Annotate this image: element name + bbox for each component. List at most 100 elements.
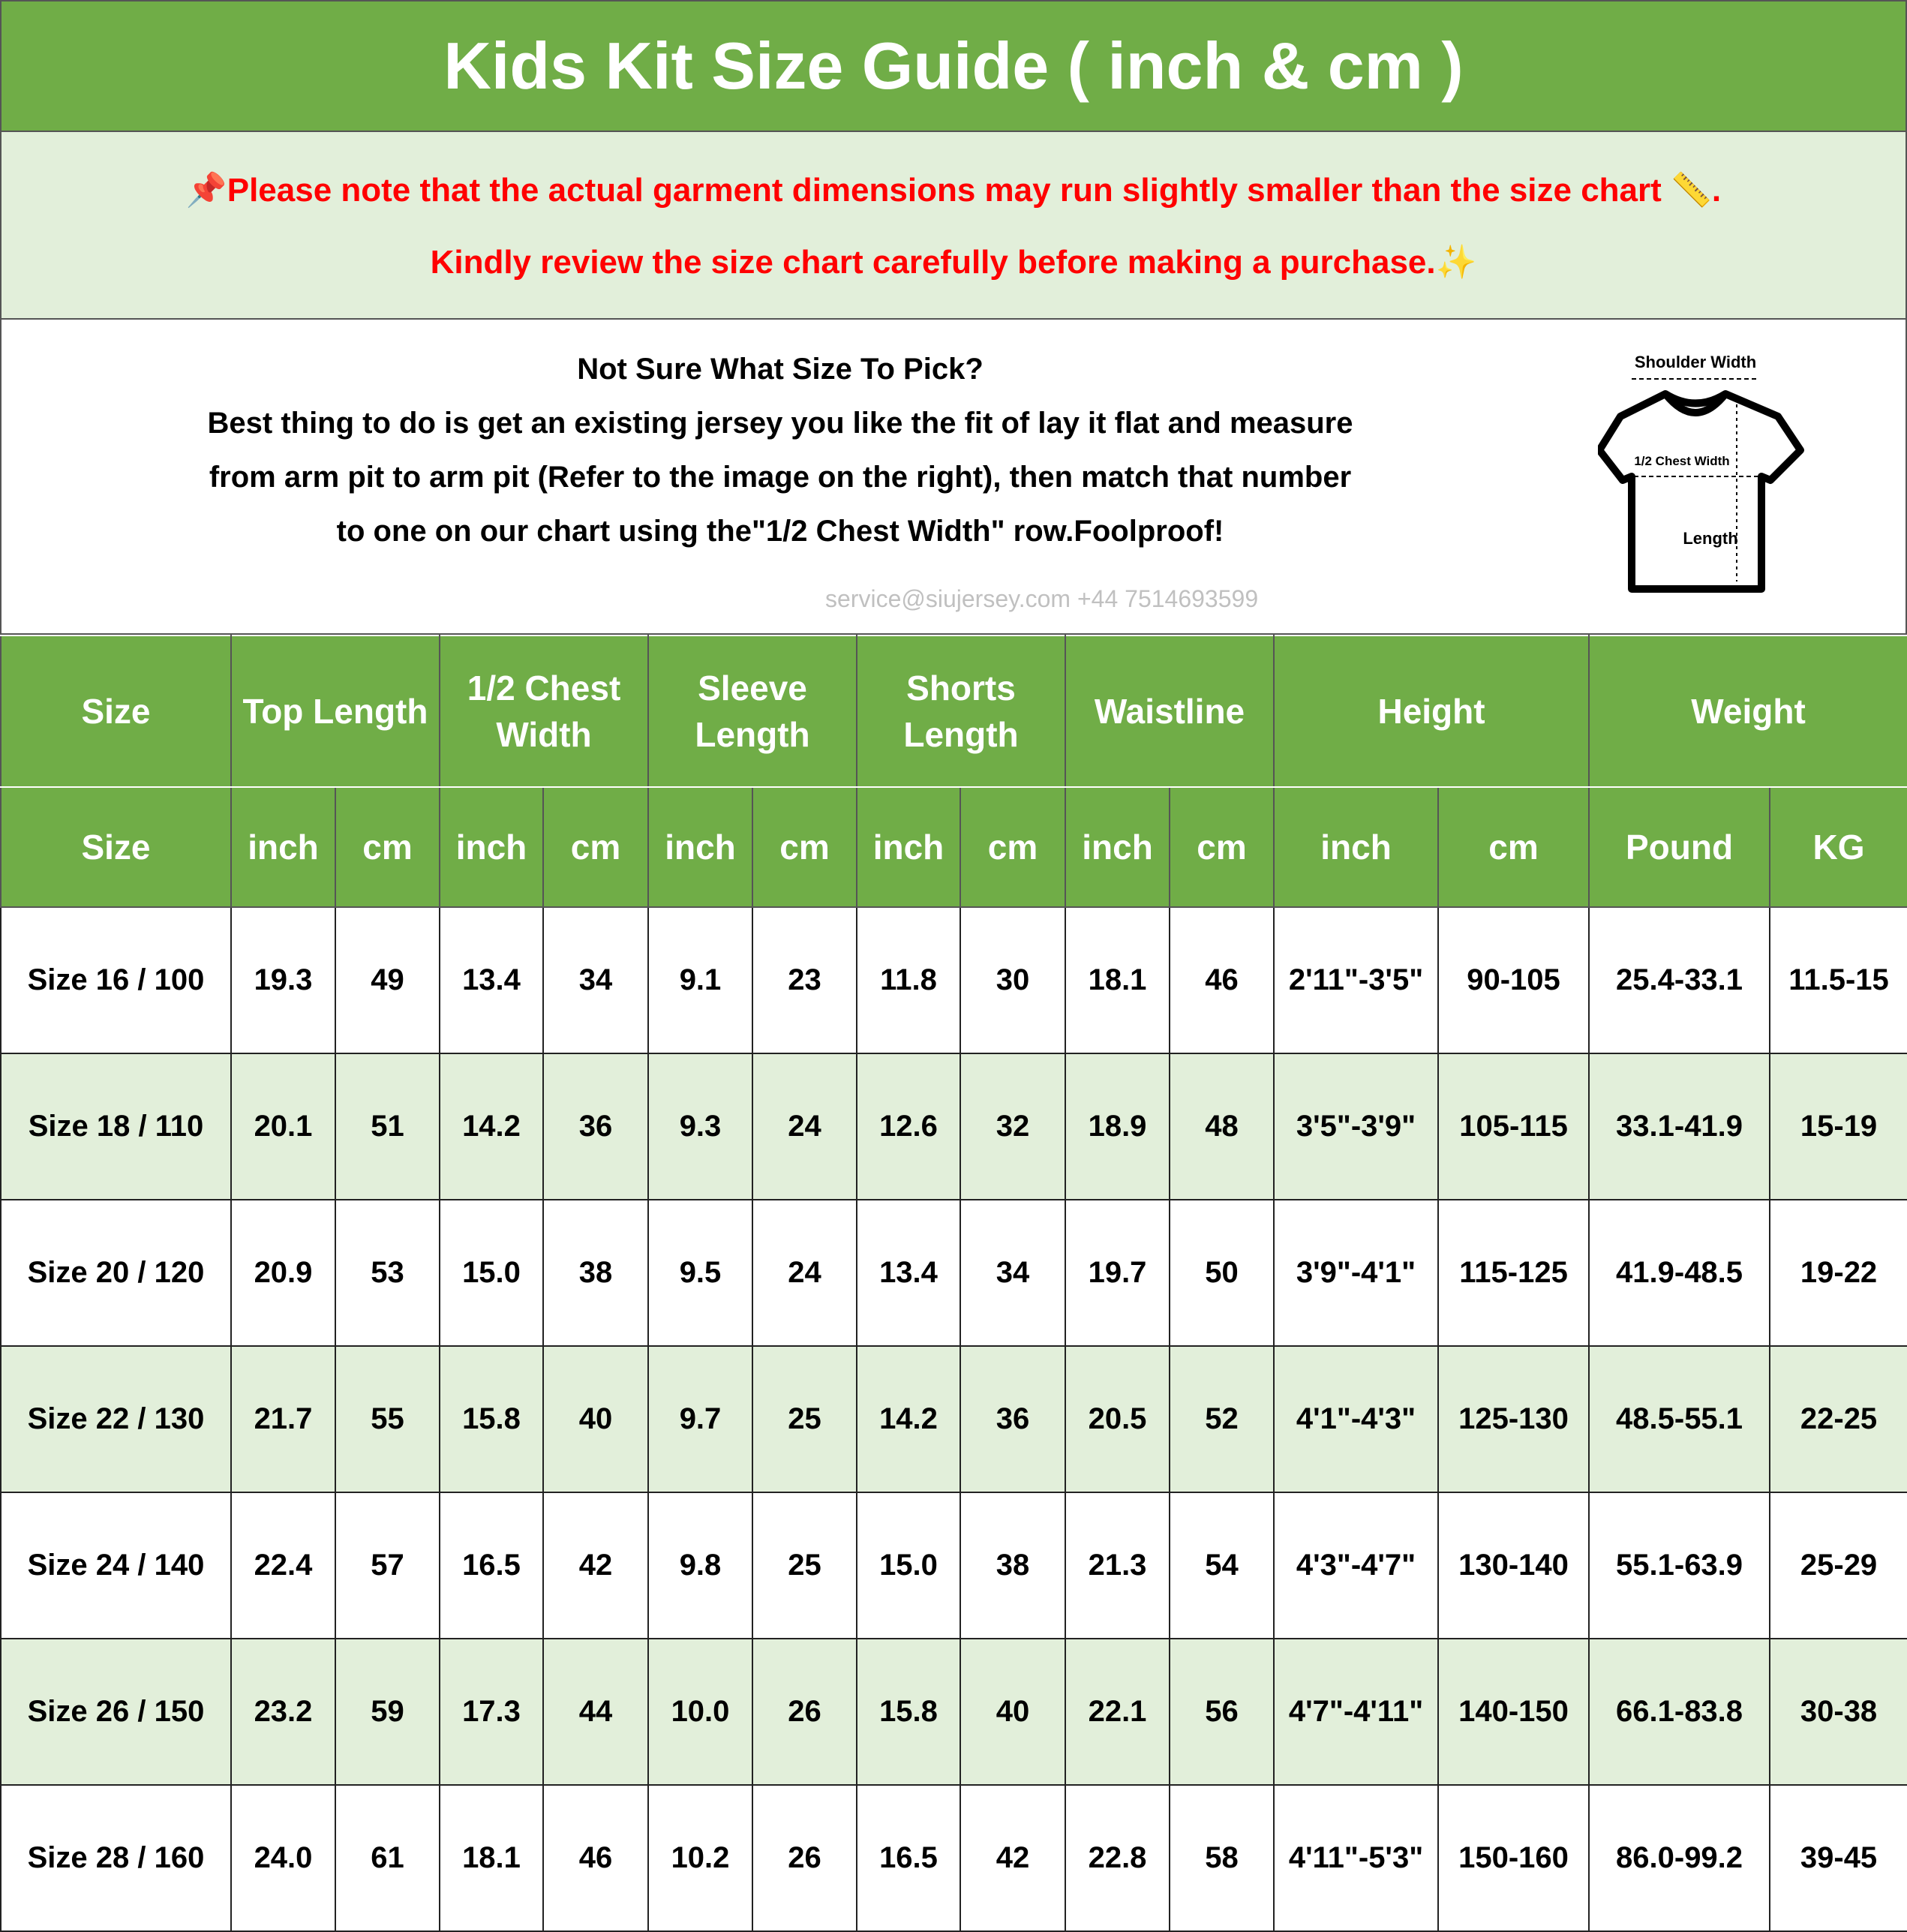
column-group-header: Height [1273, 635, 1590, 788]
value-cell: 10.2 [647, 1784, 753, 1932]
value-cell: 105-115 [1437, 1053, 1590, 1200]
value-cell: 90-105 [1437, 906, 1590, 1054]
value-cell: 140-150 [1437, 1638, 1590, 1786]
value-cell: 48 [1169, 1053, 1275, 1200]
value-cell: 19-22 [1769, 1199, 1907, 1347]
value-cell: 24 [752, 1053, 857, 1200]
value-cell: 11.8 [856, 906, 961, 1054]
value-cell: 61 [335, 1784, 440, 1932]
value-cell: 16.5 [439, 1492, 544, 1639]
value-cell: 30-38 [1769, 1638, 1907, 1786]
value-cell: 25.4-33.1 [1588, 906, 1771, 1054]
header-group-row: Size Top Length 1/2 Chest Width Sleeve Leng… [0, 635, 1907, 788]
value-cell: 9.1 [647, 906, 753, 1054]
pushpin-icon: 📌 [185, 172, 227, 209]
value-cell: 51 [335, 1053, 440, 1200]
value-cell: 4'1"-4'3" [1273, 1345, 1440, 1493]
column-group-header: Sleeve Length [647, 635, 857, 788]
value-cell: 22.1 [1065, 1638, 1171, 1786]
value-cell: 22.4 [230, 1492, 336, 1639]
value-cell: 40 [542, 1345, 649, 1493]
value-cell: 21.3 [1065, 1492, 1171, 1639]
value-cell: 9.5 [647, 1199, 753, 1347]
value-cell: 3'9"-4'1" [1273, 1199, 1440, 1347]
unit-header: inch [1065, 786, 1171, 908]
unit-header: cm [752, 786, 857, 908]
column-group-header: Shorts Length [855, 635, 1067, 788]
table-row: Size 24 / 140 22.4 57 16.5 42 9.8 25 15.0 38 21.3… [0, 1492, 1907, 1639]
value-cell: 24.0 [230, 1784, 336, 1932]
value-cell: 42 [959, 1784, 1067, 1932]
column-group-header: Waistline [1065, 635, 1275, 788]
fit-advice: Not Sure What Size To Pick? Best thing t… [8, 342, 1553, 558]
value-cell: 59 [335, 1638, 440, 1786]
size-cell: Size 28 / 160 [0, 1784, 232, 1932]
table-row: Size 26 / 150 23.2 59 17.3 44 10.0 26 15.8 40 22.… [0, 1638, 1907, 1786]
advice-heading: Not Sure What Size To Pick? [577, 353, 984, 386]
value-cell: 41.9-48.5 [1588, 1199, 1771, 1347]
value-cell: 23.2 [230, 1638, 336, 1786]
value-cell: 15.8 [856, 1638, 961, 1786]
value-cell: 2'11"-3'5" [1273, 906, 1440, 1054]
value-cell: 38 [542, 1199, 649, 1347]
value-cell: 38 [959, 1492, 1067, 1639]
table-row: Size 28 / 160 24.0 61 18.1 46 10.2 26 16.5 42 22.… [0, 1784, 1907, 1932]
value-cell: 25-29 [1769, 1492, 1907, 1639]
value-cell: 66.1-83.8 [1588, 1638, 1771, 1786]
size-cell: Size 20 / 120 [0, 1199, 232, 1347]
value-cell: 15-19 [1769, 1053, 1907, 1200]
value-cell: 42 [542, 1492, 649, 1639]
value-cell: 22.8 [1065, 1784, 1171, 1932]
value-cell: 4'11"-5'3" [1273, 1784, 1440, 1932]
value-cell: 22-25 [1769, 1345, 1907, 1493]
unit-header: inch [1273, 786, 1440, 908]
value-cell: 4'7"-4'11" [1273, 1638, 1440, 1786]
value-cell: 15.8 [439, 1345, 544, 1493]
value-cell: 40 [959, 1638, 1067, 1786]
column-group-header: Top Length [230, 635, 440, 788]
value-cell: 86.0-99.2 [1588, 1784, 1771, 1932]
value-cell: 53 [335, 1199, 440, 1347]
value-cell: 25 [752, 1345, 857, 1493]
value-cell: 33.1-41.9 [1588, 1053, 1771, 1200]
value-cell: 11.5-15 [1769, 906, 1907, 1054]
shoulder-width-label: Shoulder Width [1635, 353, 1756, 371]
value-cell: 13.4 [439, 906, 544, 1054]
column-group-header: 1/2 Chest Width [439, 635, 649, 788]
value-cell: 54 [1169, 1492, 1275, 1639]
value-cell: 125-130 [1437, 1345, 1590, 1493]
size-cell: Size 24 / 140 [0, 1492, 232, 1639]
value-cell: 39-45 [1769, 1784, 1907, 1932]
value-cell: 19.7 [1065, 1199, 1171, 1347]
value-cell: 36 [959, 1345, 1067, 1493]
value-cell: 20.1 [230, 1053, 336, 1200]
value-cell: 48.5-55.1 [1588, 1345, 1771, 1493]
value-cell: 50 [1169, 1199, 1275, 1347]
column-group-header: Size [0, 635, 232, 788]
value-cell: 14.2 [439, 1053, 544, 1200]
value-cell: 44 [542, 1638, 649, 1786]
page-title: Kids Kit Size Guide ( inch & cm ) [0, 0, 1907, 132]
value-cell: 25 [752, 1492, 857, 1639]
unit-header: cm [542, 786, 649, 908]
unit-header: inch [856, 786, 961, 908]
table-row: Size 18 / 110 20.1 51 14.2 36 9.3 24 12.6 32 18.9… [0, 1053, 1907, 1200]
unit-header: inch [439, 786, 544, 908]
table-row: Size 16 / 100 19.3 49 13.4 34 9.1 23 11.8 30 18.1… [0, 906, 1907, 1054]
value-cell: 55 [335, 1345, 440, 1493]
value-cell: 52 [1169, 1345, 1275, 1493]
ruler-icon: 📏 [1671, 172, 1712, 209]
value-cell: 34 [542, 906, 649, 1054]
value-cell: 18.9 [1065, 1053, 1171, 1200]
value-cell: 46 [542, 1784, 649, 1932]
value-cell: 15.0 [856, 1492, 961, 1639]
value-cell: 36 [542, 1053, 649, 1200]
value-cell: 26 [752, 1784, 857, 1932]
size-table: Size Top Length 1/2 Chest Width Sleeve Leng… [0, 635, 1907, 1932]
value-cell: 13.4 [856, 1199, 961, 1347]
chest-width-label: 1/2 Chest Width [1634, 454, 1729, 468]
value-cell: 18.1 [1065, 906, 1171, 1054]
unit-header: inch [647, 786, 753, 908]
column-group-header: Weight [1588, 635, 1907, 788]
value-cell: 150-160 [1437, 1784, 1590, 1932]
